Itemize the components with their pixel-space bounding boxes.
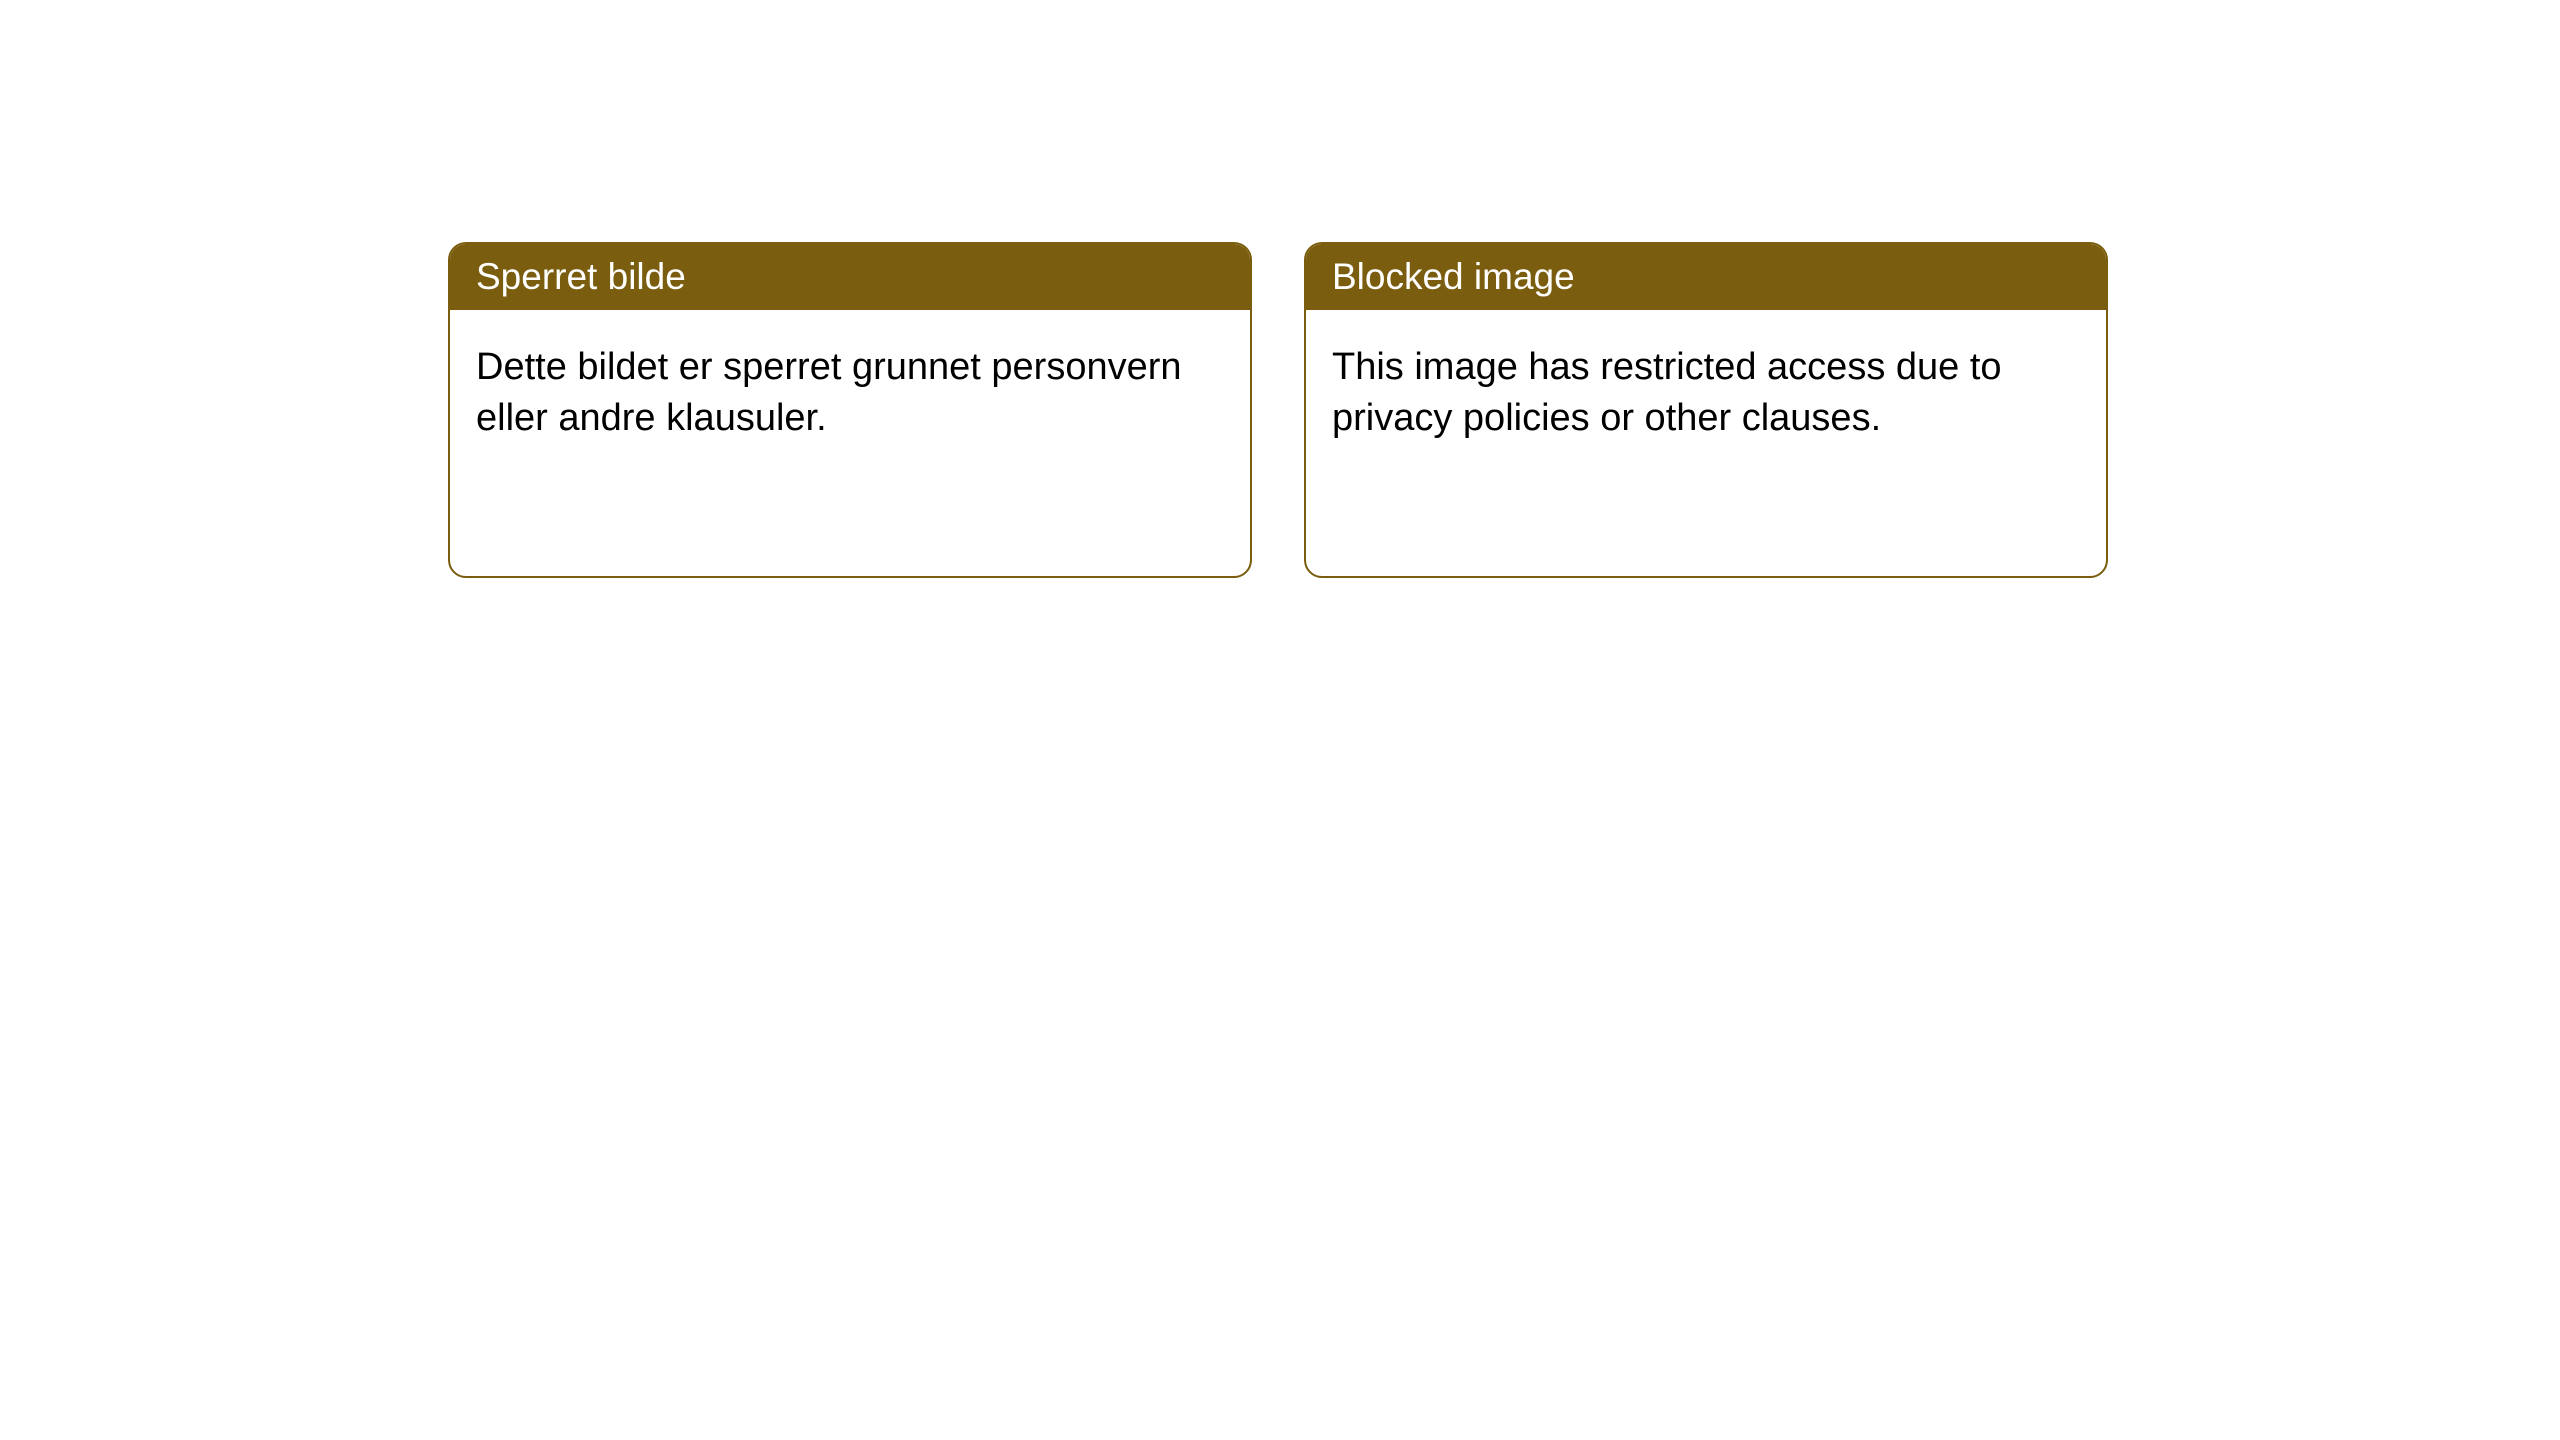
notice-header: Sperret bilde xyxy=(450,244,1250,310)
notice-body-text: Dette bildet er sperret grunnet personve… xyxy=(476,346,1182,439)
notice-container: Sperret bilde Dette bildet er sperret gr… xyxy=(0,0,2560,578)
notice-title: Sperret bilde xyxy=(476,256,686,297)
notice-card-norwegian: Sperret bilde Dette bildet er sperret gr… xyxy=(448,242,1252,578)
notice-body-text: This image has restricted access due to … xyxy=(1332,346,2002,439)
notice-body: This image has restricted access due to … xyxy=(1306,310,2106,477)
notice-body: Dette bildet er sperret grunnet personve… xyxy=(450,310,1250,477)
notice-title: Blocked image xyxy=(1332,256,1575,297)
notice-card-english: Blocked image This image has restricted … xyxy=(1304,242,2108,578)
notice-header: Blocked image xyxy=(1306,244,2106,310)
